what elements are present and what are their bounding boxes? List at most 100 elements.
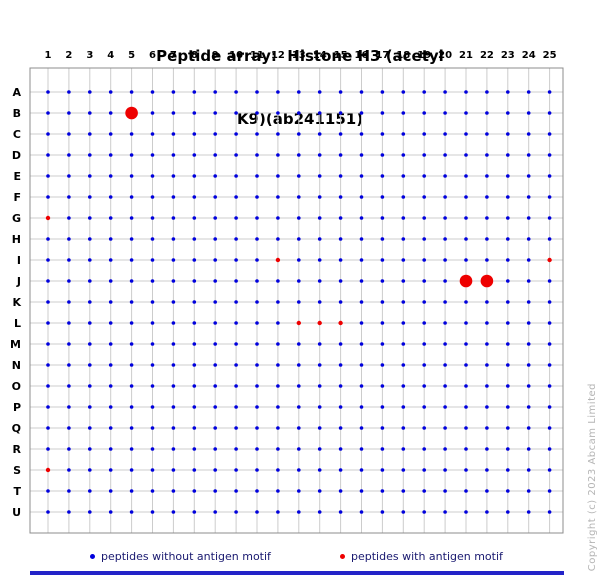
peptide-dot-blue — [422, 342, 427, 346]
peptide-dot-blue — [88, 90, 92, 94]
peptide-dot-blue — [46, 489, 50, 493]
peptide-dot-blue — [46, 405, 50, 409]
peptide-dot-blue — [108, 468, 113, 472]
peptide-dot-blue — [547, 342, 552, 346]
peptide-dot-blue — [192, 363, 197, 367]
peptide-dot-blue — [129, 195, 134, 199]
peptide-dot-blue — [464, 363, 468, 367]
peptide-dot-blue — [150, 363, 155, 367]
peptide-dot-blue — [192, 90, 197, 94]
peptide-dot-blue — [88, 195, 92, 199]
peptide-dot-blue — [422, 195, 427, 199]
peptide-dot-blue — [485, 195, 489, 199]
peptide-dot-blue — [297, 153, 301, 157]
peptide-dot-blue — [401, 468, 406, 472]
peptide-dot-blue — [88, 426, 92, 430]
peptide-dot-red-large — [459, 274, 473, 288]
peptide-dot-blue — [150, 342, 155, 346]
peptide-dot-blue — [46, 279, 50, 283]
peptide-dot-blue — [443, 489, 447, 493]
peptide-dot-blue — [192, 300, 197, 304]
peptide-dot-blue — [171, 237, 176, 241]
peptide-dot-blue — [506, 468, 510, 472]
peptide-dot-blue — [276, 174, 280, 178]
peptide-dot-blue — [506, 90, 510, 94]
peptide-dot-blue — [129, 321, 134, 325]
peptide-dot-blue — [234, 405, 238, 409]
peptide-dot-blue — [380, 195, 385, 199]
peptide-dot-blue — [526, 216, 531, 220]
row-label: S — [13, 464, 21, 477]
peptide-dot-blue — [108, 258, 113, 262]
peptide-dot-blue — [171, 447, 176, 451]
peptide-dot-blue — [422, 216, 427, 220]
row-label: Q — [12, 422, 21, 435]
peptide-dot-blue — [464, 216, 468, 220]
peptide-dot-blue — [213, 279, 217, 283]
peptide-dot-blue — [192, 132, 197, 136]
peptide-dot-blue — [526, 111, 531, 115]
peptide-dot-blue — [150, 321, 155, 325]
peptide-dot-blue — [485, 216, 489, 220]
peptide-dot-blue — [464, 447, 468, 451]
peptide-dot-blue — [485, 384, 489, 388]
peptide-dot-blue — [338, 384, 343, 388]
peptide-dot-blue — [108, 384, 113, 388]
peptide-dot-blue — [192, 426, 197, 430]
peptide-dot-blue — [422, 258, 427, 262]
peptide-dot-blue — [171, 510, 176, 514]
peptide-dot-blue — [317, 279, 322, 283]
peptide-dot-red-small — [45, 215, 51, 221]
peptide-dot-blue — [234, 132, 238, 136]
peptide-dot-blue — [213, 216, 217, 220]
peptide-dot-blue — [108, 195, 113, 199]
peptide-dot-blue — [108, 174, 113, 178]
peptide-dot-blue — [359, 426, 364, 430]
peptide-dot-blue — [359, 195, 364, 199]
peptide-dot-blue — [485, 468, 489, 472]
peptide-dot-blue — [526, 195, 531, 199]
peptide-dot-blue — [526, 258, 531, 262]
peptide-dot-blue — [129, 237, 134, 241]
column-label: 21 — [459, 50, 473, 61]
peptide-dot-blue — [526, 300, 531, 304]
peptide-dot-blue — [297, 90, 301, 94]
peptide-dot-blue — [464, 174, 468, 178]
peptide-dot-blue — [506, 405, 510, 409]
peptide-dot-blue — [213, 510, 217, 514]
peptide-dot-blue — [255, 258, 259, 262]
peptide-dot-blue — [129, 153, 134, 157]
peptide-dot-blue — [526, 321, 531, 325]
peptide-dot-blue — [192, 174, 197, 178]
peptide-dot-blue — [526, 153, 531, 157]
peptide-dot-blue — [46, 384, 50, 388]
peptide-dot-blue — [255, 510, 259, 514]
peptide-dot-blue — [276, 426, 280, 430]
peptide-dot-blue — [547, 216, 552, 220]
column-label: 24 — [522, 50, 536, 61]
peptide-dot-blue — [276, 342, 280, 346]
peptide-dot-blue — [443, 111, 447, 115]
peptide-dot-blue — [192, 447, 197, 451]
peptide-dot-red-large — [480, 274, 494, 288]
peptide-dot-blue — [129, 363, 134, 367]
peptide-dot-blue — [234, 300, 238, 304]
peptide-dot-blue — [46, 174, 50, 178]
peptide-dot-blue — [276, 90, 280, 94]
peptide-dot-blue — [401, 90, 406, 94]
column-label: 5 — [128, 50, 135, 61]
column-label: 4 — [107, 50, 114, 61]
peptide-dot-blue — [338, 216, 343, 220]
peptide-dot-blue — [422, 384, 427, 388]
row-label: C — [13, 128, 21, 141]
peptide-dot-blue — [108, 342, 113, 346]
column-label: 7 — [170, 50, 177, 61]
peptide-dot-blue — [506, 300, 510, 304]
peptide-dot-blue — [297, 468, 301, 472]
peptide-dot-blue — [380, 132, 385, 136]
peptide-dot-blue — [297, 405, 301, 409]
peptide-dot-blue — [547, 279, 552, 283]
peptide-dot-blue — [317, 342, 322, 346]
peptide-dot-red-small — [317, 320, 322, 326]
peptide-dot-blue — [422, 489, 427, 493]
